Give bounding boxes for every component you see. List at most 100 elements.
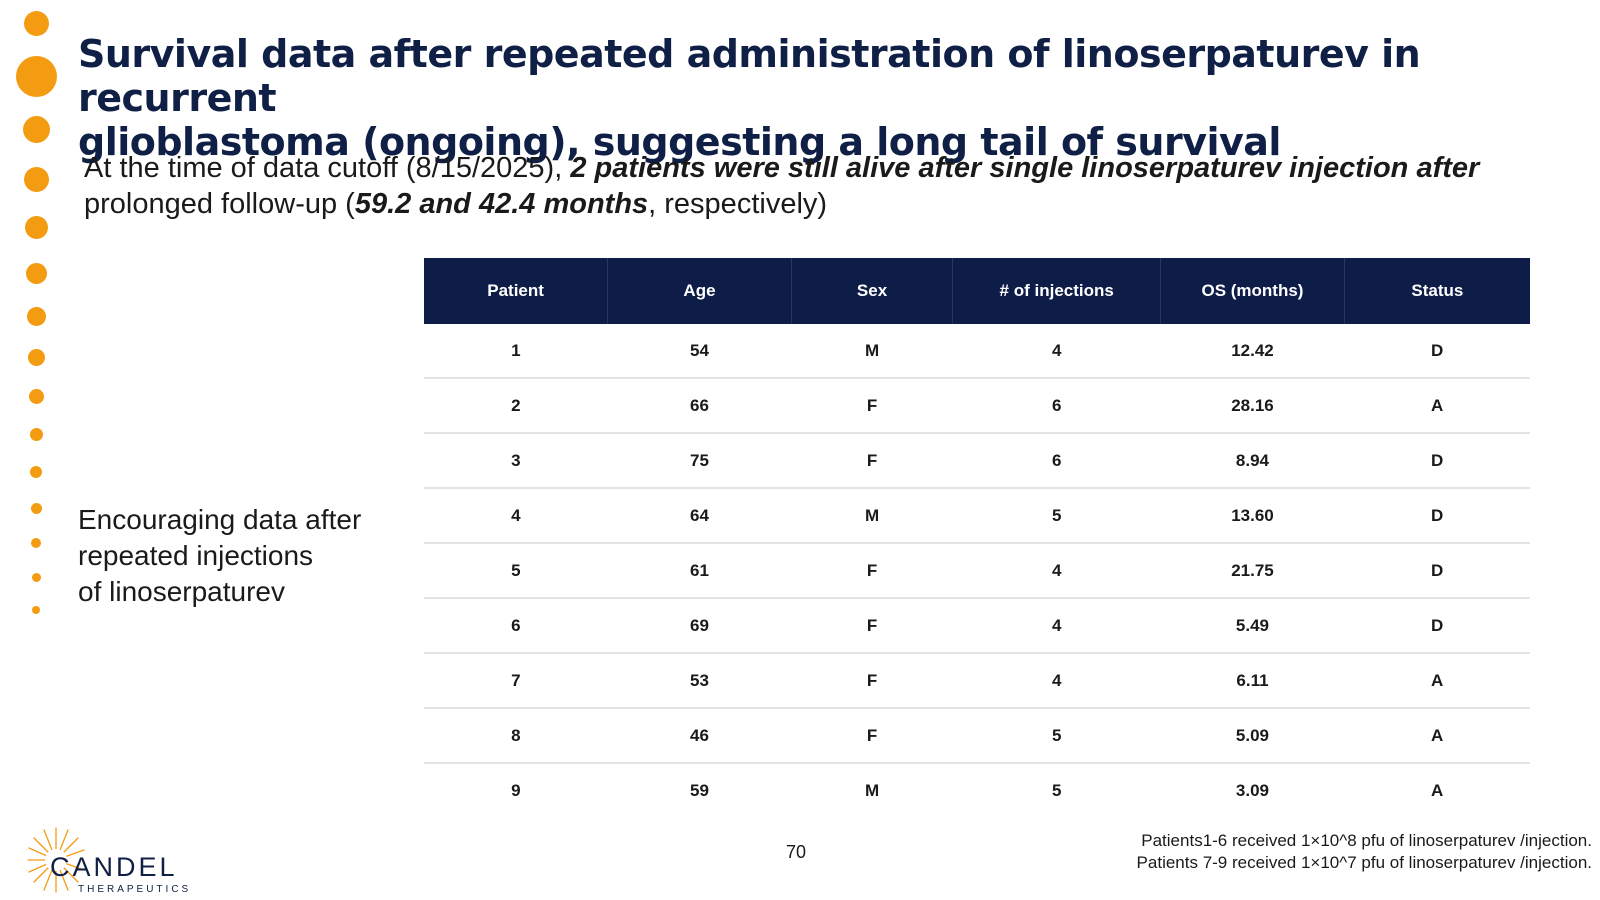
subtitle-part1: At the time of data cutoff (8/15/2025), xyxy=(84,152,571,184)
cell-status: D xyxy=(1344,543,1530,599)
cell-sex: F xyxy=(791,433,953,489)
column-header-patient: Patient xyxy=(424,258,609,324)
cell-patient: 9 xyxy=(511,780,521,800)
cell-patient: 6 xyxy=(424,598,608,654)
cell-age: 75 xyxy=(607,433,792,489)
decorative-dot xyxy=(32,606,40,614)
column-header-age: Age xyxy=(607,258,792,324)
cell-status: D xyxy=(1344,598,1530,654)
cell-injections: 5 xyxy=(1051,780,1062,800)
cell-status: A xyxy=(1344,708,1530,764)
cell-status: A xyxy=(1344,378,1530,434)
cell-injections: 4 xyxy=(952,324,1161,379)
table-row: 4 64 M 5 13.60 D xyxy=(424,488,1530,544)
table-row: 1 54 M 4 12.42 D xyxy=(424,324,1530,379)
cell-os-months: 6.11 xyxy=(1160,653,1345,709)
decorative-dot xyxy=(24,11,49,36)
table-row: 7 53 F 4 6.11 A xyxy=(424,653,1530,709)
decorative-dot xyxy=(30,466,42,478)
cell-status: A xyxy=(1344,653,1530,709)
cell-age: 66 xyxy=(607,378,792,434)
cell-age: 64 xyxy=(607,488,792,544)
subtitle-part3: prolonged follow-up ( xyxy=(84,188,355,220)
subtitle-part5: , respectively) xyxy=(648,188,828,220)
column-header-status: Status xyxy=(1344,258,1530,324)
decorative-dot xyxy=(32,573,41,582)
cell-patient: 1 xyxy=(424,324,608,379)
decorative-dot xyxy=(30,428,43,441)
side-note: Encouraging data after repeated injectio… xyxy=(78,502,408,610)
footnote: Patients1-6 received 1×10^8 pfu of linos… xyxy=(1137,830,1592,874)
slide-subtitle: At the time of data cutoff (8/15/2025), … xyxy=(84,150,1574,222)
cell-age: 61 xyxy=(607,543,792,599)
cell-sex: F xyxy=(791,378,953,434)
decorative-dot xyxy=(27,307,46,326)
decorative-dot xyxy=(28,349,45,366)
cell-patient: 5 xyxy=(424,543,608,599)
table-row: 8 46 F 5 5.09 A xyxy=(424,708,1530,764)
table-row: 9 59 M 5 3.09 A xyxy=(424,763,1530,817)
cell-os-months: 5.09 xyxy=(1160,708,1345,764)
side-note-line1: Encouraging data after xyxy=(78,504,362,535)
cell-injections: 5 xyxy=(952,488,1161,544)
cell-sex: F xyxy=(791,543,953,599)
cell-patient: 7 xyxy=(424,653,608,709)
table-row: 2 66 F 6 28.16 A xyxy=(424,378,1530,434)
decorative-dot xyxy=(31,538,41,548)
cell-status: D xyxy=(1344,324,1530,379)
decorative-dot xyxy=(23,116,50,143)
cell-os-months: 21.75 xyxy=(1160,543,1345,599)
page-number: 70 xyxy=(786,842,807,862)
table-row: 6 69 F 4 5.49 D xyxy=(424,598,1530,654)
table-header: Patient Age Sex # of injections OS (mont… xyxy=(424,258,1530,324)
slide-title: Survival data after repeated administrat… xyxy=(78,32,1578,164)
table-body: 1 54 M 4 12.42 D 2 66 F 6 28.16 A 3 75 F… xyxy=(424,324,1530,817)
cell-sex: F xyxy=(791,653,953,709)
decorative-dot xyxy=(26,263,47,284)
cell-patient: 8 xyxy=(424,708,608,764)
survival-table: Patient Age Sex # of injections OS (mont… xyxy=(424,258,1530,817)
cell-os-months: 3.09 xyxy=(1235,780,1270,800)
subtitle-highlight-months: 59.2 and 42.4 months xyxy=(354,188,649,220)
cell-injections: 6 xyxy=(952,433,1161,489)
cell-injections: 5 xyxy=(952,708,1161,764)
cell-sex: M xyxy=(791,488,953,544)
cell-sex: M xyxy=(791,324,953,379)
cell-injections: 4 xyxy=(952,598,1161,654)
cell-age: 54 xyxy=(607,324,792,379)
cell-age: 69 xyxy=(607,598,792,654)
decorative-dot xyxy=(16,56,57,97)
cell-os-months: 5.49 xyxy=(1160,598,1345,654)
sunburst-icon xyxy=(27,827,85,893)
decorative-dot xyxy=(25,216,48,239)
decorative-dot xyxy=(24,167,49,192)
cell-injections: 6 xyxy=(952,378,1161,434)
column-header-os-months: OS (months) xyxy=(1160,258,1345,324)
cell-injections: 4 xyxy=(952,543,1161,599)
logo-name: CANDEL xyxy=(50,852,178,882)
slide-title-line1: Survival data after repeated administrat… xyxy=(78,32,1421,120)
cell-status: D xyxy=(1344,488,1530,544)
side-note-line2: repeated injections xyxy=(78,540,314,571)
cell-patient: 4 xyxy=(424,488,608,544)
cell-sex: F xyxy=(791,708,953,764)
cell-os-months: 8.94 xyxy=(1160,433,1345,489)
cell-patient: 2 xyxy=(424,378,608,434)
slide-title-line2: glioblastoma (ongoing), suggesting a lon… xyxy=(78,120,1281,164)
footnote-line2: Patients 7-9 received 1×10^7 pfu of lino… xyxy=(1136,853,1592,872)
subtitle-highlight-alive: 2 patients were still alive after single… xyxy=(570,152,1480,184)
table-row: 5 61 F 4 21.75 D xyxy=(424,543,1530,599)
table-header-row: Patient Age Sex # of injections OS (mont… xyxy=(424,258,1530,324)
decorative-dot xyxy=(31,503,42,514)
cell-status: A xyxy=(1431,780,1444,800)
cell-os-months: 12.42 xyxy=(1160,324,1345,379)
decorative-dot xyxy=(29,389,44,404)
side-note-line3: of linoserpaturev xyxy=(78,576,286,607)
cell-patient: 3 xyxy=(424,433,608,489)
column-header-injections: # of injections xyxy=(952,258,1162,324)
cell-age: 46 xyxy=(607,708,792,764)
cell-os-months: 13.60 xyxy=(1160,488,1345,544)
cell-age: 53 xyxy=(607,653,792,709)
cell-sex: M xyxy=(864,780,880,800)
column-header-sex: Sex xyxy=(791,258,954,324)
